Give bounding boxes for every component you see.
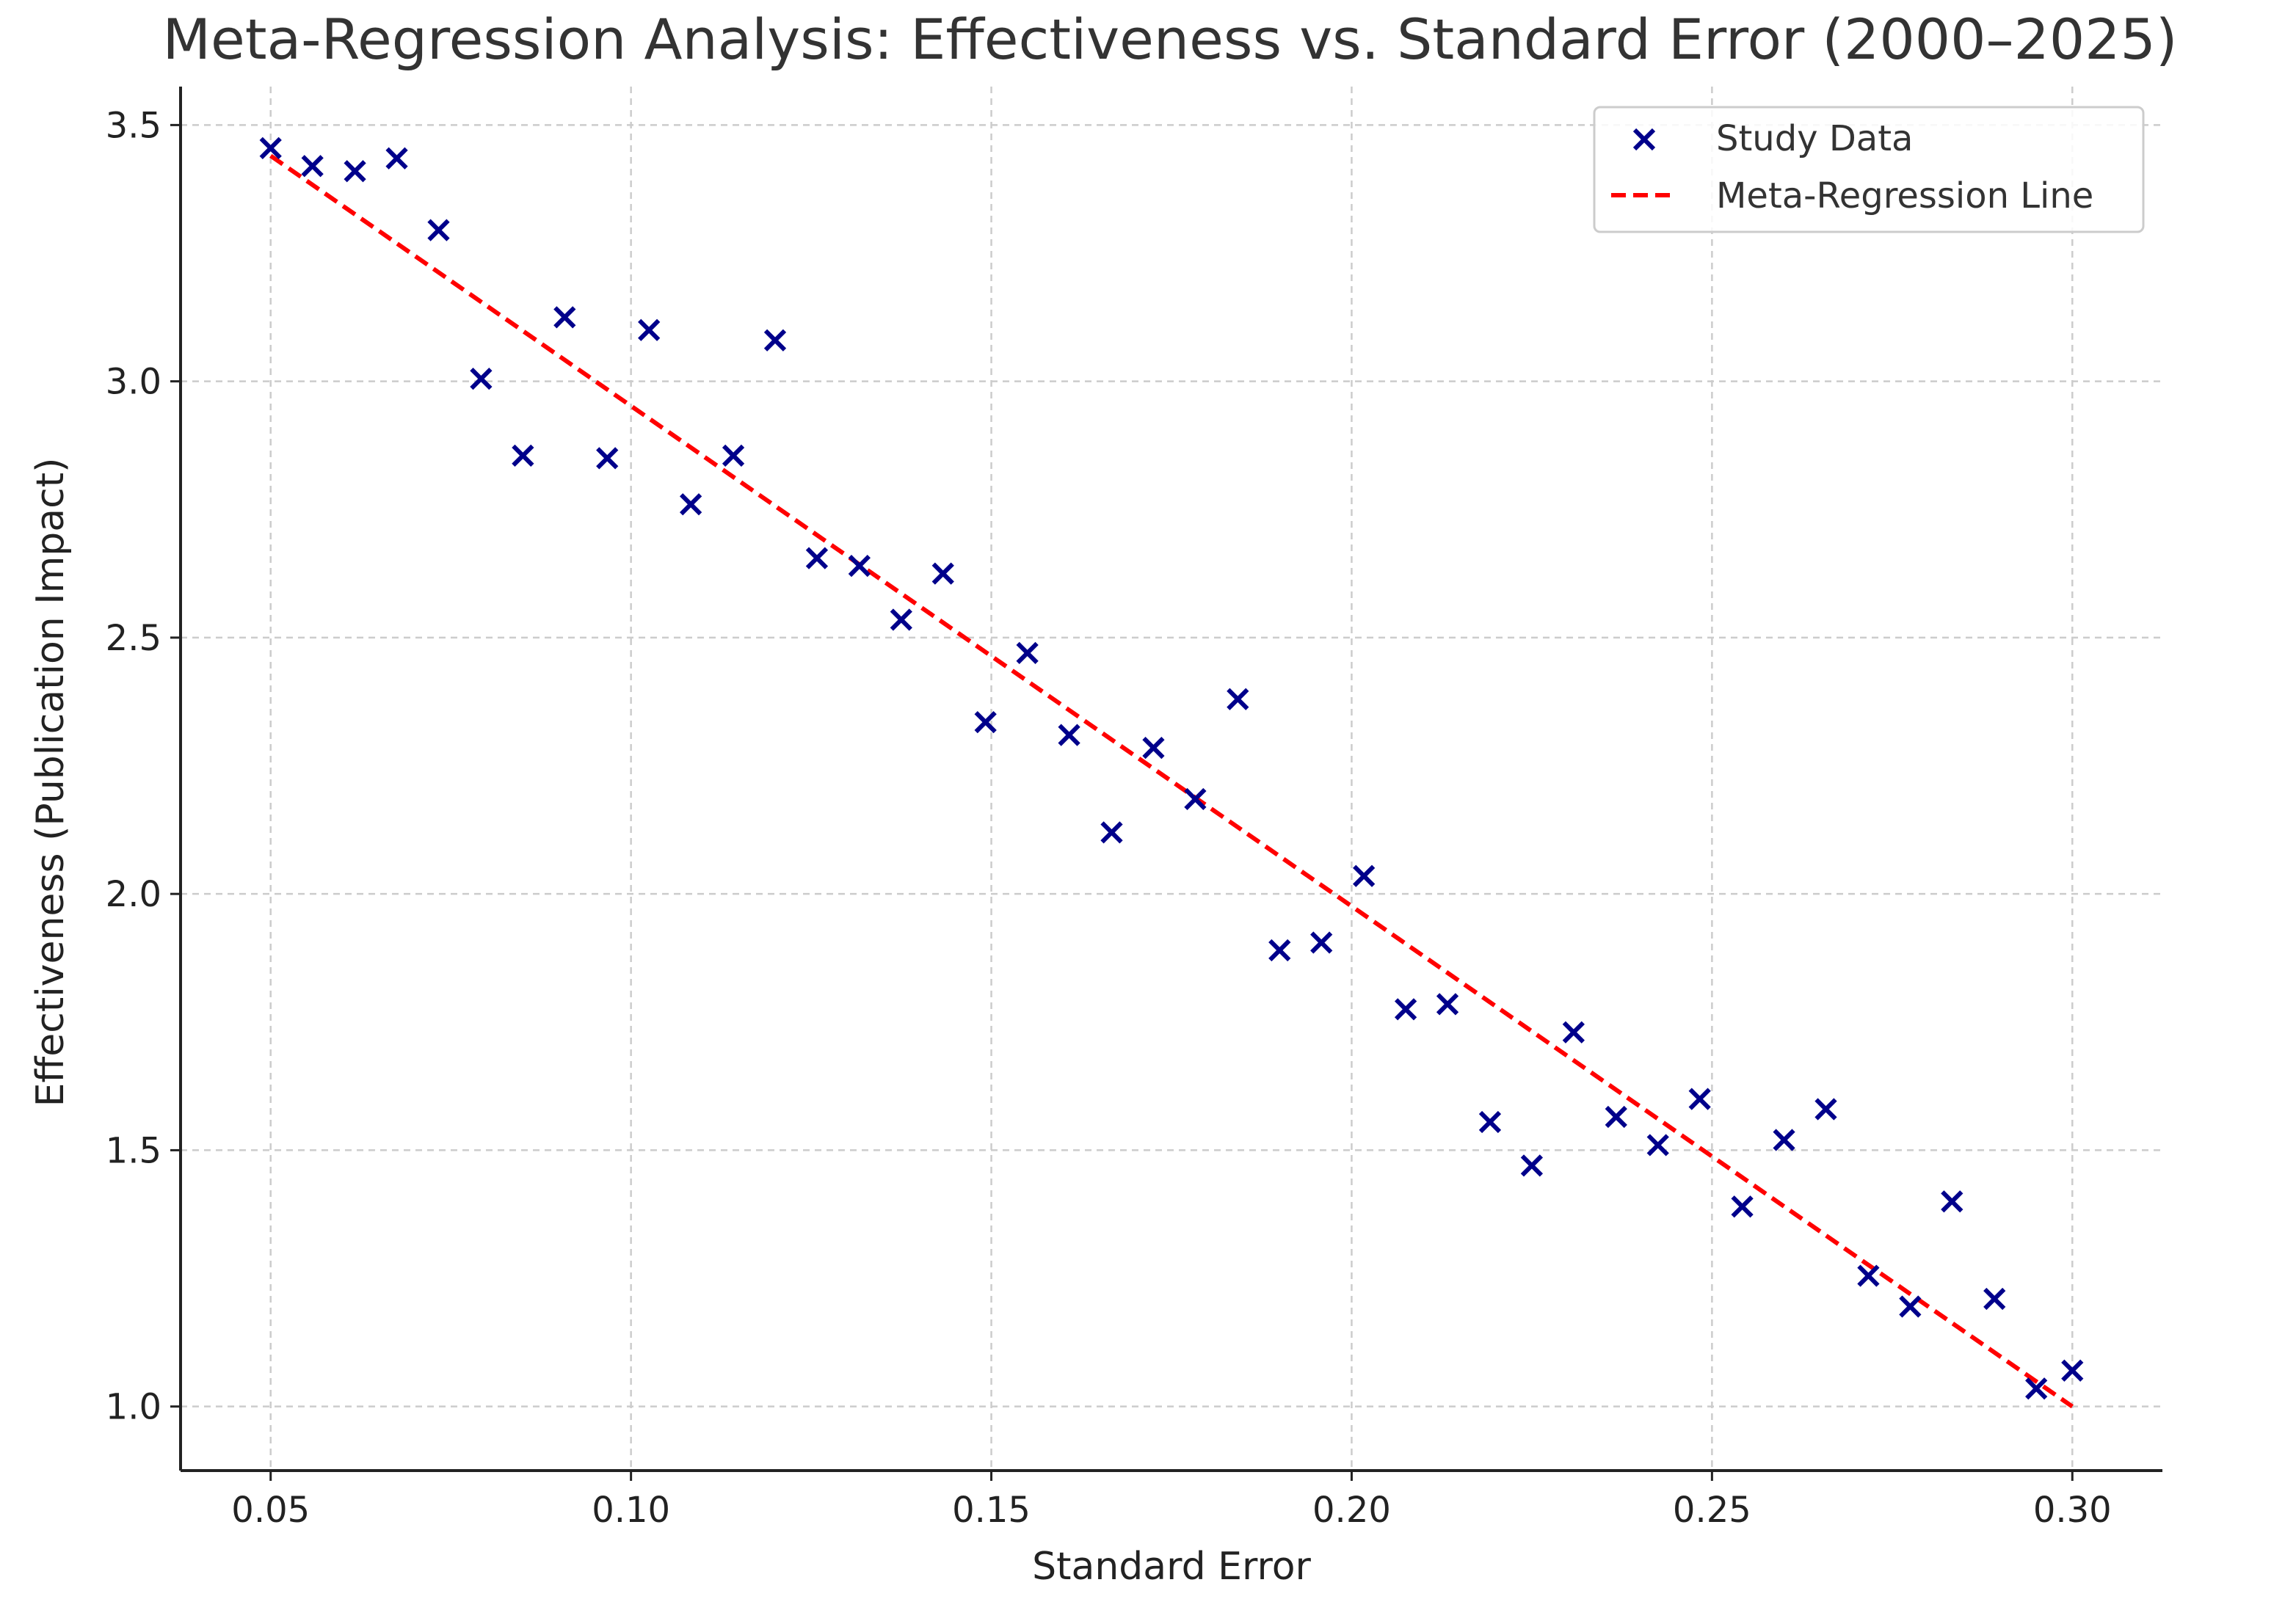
x-tick-label: 0.25 (1673, 1490, 1751, 1531)
data-point (1184, 787, 1207, 811)
data-point (1773, 1129, 1795, 1151)
y-tick-label: 1.5 (106, 1130, 161, 1171)
legend-study-data-label: Study Data (1716, 118, 1913, 159)
axis-ticks: 0.05 0.10 0.15 0.20 0.25 0.30 1.0 1.5 2.0 2.5 3.0 3… (106, 105, 2112, 1531)
data-point (596, 447, 619, 470)
data-point (1394, 998, 1417, 1021)
legend-study-data-marker (1632, 128, 1656, 151)
data-point (1899, 1295, 1922, 1318)
x-tick-label: 0.05 (231, 1490, 310, 1531)
data-point (1605, 1105, 1627, 1129)
x-axis-label: Standard Error (1032, 1545, 1311, 1589)
data-point (1646, 1134, 1669, 1157)
data-point (512, 444, 534, 467)
regression-line (269, 153, 2074, 1409)
data-point (553, 306, 576, 329)
y-tick-label: 2.5 (106, 618, 161, 659)
data-point (2025, 1377, 2048, 1400)
data-point (722, 444, 745, 467)
data-point (1100, 821, 1123, 844)
legend-x-marker (1632, 128, 1656, 151)
data-point (890, 608, 912, 631)
y-tick-label: 2.0 (106, 874, 161, 915)
data-point (1983, 1287, 2006, 1311)
data-point (848, 554, 871, 578)
data-point (1310, 931, 1333, 954)
data-point (1436, 993, 1459, 1016)
data-point (385, 147, 408, 170)
data-point (1562, 1021, 1585, 1043)
chart-title: Meta-Regression Analysis: Effectiveness … (162, 7, 2177, 72)
scatter-points (259, 136, 2084, 1400)
data-point (427, 219, 450, 241)
data-point (931, 562, 954, 585)
y-axis-label: Effectiveness (Publication Impact) (29, 458, 73, 1107)
data-point (470, 368, 493, 390)
axes (179, 87, 2162, 1472)
x-tick-label: 0.20 (1312, 1490, 1391, 1531)
data-point (2061, 1359, 2084, 1382)
data-point (805, 547, 829, 569)
data-point (1941, 1190, 1963, 1213)
legend-box (1593, 106, 2145, 233)
x-tick-label: 0.15 (952, 1490, 1031, 1531)
data-point (259, 136, 282, 159)
data-point (1142, 736, 1165, 760)
data-point (1058, 724, 1080, 746)
data-point (680, 493, 702, 516)
data-point (1857, 1264, 1880, 1287)
data-point (974, 711, 997, 734)
data-point (1478, 1110, 1502, 1134)
data-point (344, 160, 366, 183)
data-point (763, 329, 787, 352)
data-point (1814, 1098, 1837, 1121)
legend-regression-label: Meta-Regression Line (1716, 175, 2093, 216)
y-tick-label: 1.0 (106, 1387, 161, 1428)
grid-lines (181, 87, 2162, 1471)
data-point (1731, 1195, 1754, 1218)
y-tick-label: 3.0 (106, 362, 161, 403)
x-tick-label: 0.30 (2033, 1490, 2112, 1531)
data-point (301, 155, 324, 178)
data-point (1227, 688, 1249, 710)
legend: Study Data Meta-Regression Line (1593, 106, 2145, 233)
y-tick-label: 3.5 (106, 105, 161, 146)
data-point (1268, 939, 1291, 962)
x-tick-label: 0.10 (592, 1490, 670, 1531)
data-point (1688, 1088, 1711, 1110)
data-point (1016, 641, 1039, 664)
data-point (1353, 864, 1376, 887)
data-point (1520, 1154, 1544, 1177)
data-point (638, 318, 661, 341)
regression-line-layer (269, 153, 2074, 1409)
